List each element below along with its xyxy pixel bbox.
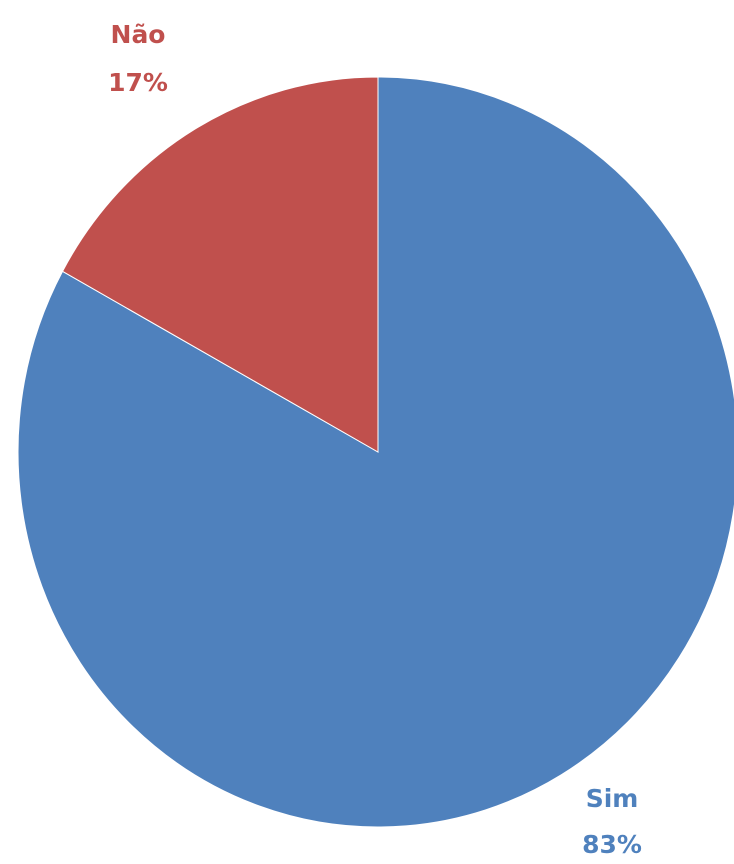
slice-category-label: Sim bbox=[586, 784, 639, 813]
slice-value-label: 17% bbox=[108, 68, 168, 97]
slice-category-label: Não bbox=[111, 20, 166, 49]
slice-value-label: 83% bbox=[582, 830, 642, 859]
pie-slice bbox=[61, 76, 379, 453]
pie-slice bbox=[17, 76, 734, 828]
